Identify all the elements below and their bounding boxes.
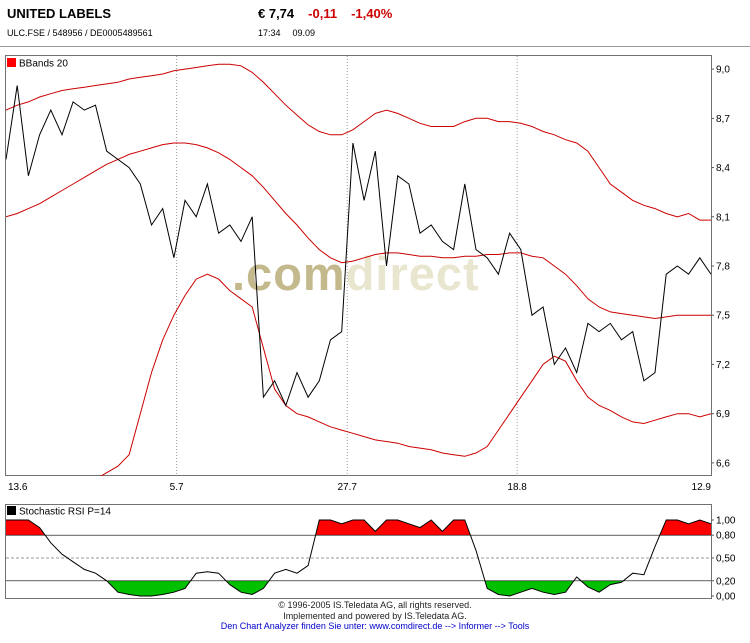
x-axis-label: 18.8 <box>507 482 527 493</box>
series-bb_upper <box>6 63 711 221</box>
x-axis-label: 12.9 <box>692 482 712 493</box>
stoch-y-label: 0,50 <box>716 554 736 565</box>
footer-copyright: © 1996-2005 IS.Teledata AG, all rights r… <box>278 600 472 610</box>
y-axis-label: 8,1 <box>716 212 730 223</box>
quote-row: € 7,74 -0,11 -1,40% <box>258 6 392 21</box>
header: UNITED LABELS ULC.FSE / 548956 / DE00054… <box>0 0 750 46</box>
series-price <box>6 85 711 407</box>
quote-date: 09.09 <box>292 28 316 38</box>
price-value: € 7,74 <box>258 6 295 21</box>
x-axis-label: 13.6 <box>8 482 28 493</box>
quote-time-row: 17:34 09.09 <box>258 28 315 38</box>
stoch-line <box>6 519 712 597</box>
price-change: -0,11 <box>308 6 338 21</box>
price-change-pct: -1,40% <box>351 6 393 21</box>
y-axis-label: 7,2 <box>716 360 730 371</box>
comdirect-watermark: .comdirect <box>232 247 480 300</box>
footer-powered-by: Implemented and powered by IS.Teledata A… <box>283 610 467 621</box>
bbands-legend-label: BBands 20 <box>19 59 68 70</box>
y-axis-label: 7,5 <box>716 311 730 322</box>
footer: © 1996-2005 IS.Teledata AG, all rights r… <box>0 600 750 632</box>
overbought-fill <box>6 520 711 536</box>
y-axis-label: 6,9 <box>716 409 730 420</box>
bbands-legend-swatch <box>7 58 16 67</box>
footer-analyzer-link[interactable]: Den Chart Analyzer finden Sie unter: www… <box>220 621 530 631</box>
y-axis-label: 7,8 <box>716 262 730 273</box>
stoch-legend-label: Stochastic RSI P=14 <box>19 507 111 518</box>
y-axis-label: 9,0 <box>716 65 730 76</box>
instrument-title: UNITED LABELS <box>7 6 111 21</box>
stoch-legend-swatch <box>7 506 16 515</box>
header-divider <box>0 46 750 47</box>
stoch-y-label: 0,20 <box>716 576 736 587</box>
quote-time: 17:34 <box>258 28 281 38</box>
stoch-y-label: 0,80 <box>716 531 736 542</box>
series-bb_middle <box>6 142 711 320</box>
y-axis-label: 6,6 <box>716 458 730 469</box>
x-axis-label: 27.7 <box>337 482 357 493</box>
y-axis-label: 8,4 <box>716 163 730 174</box>
instrument-ids: ULC.FSE / 548956 / DE0005489561 <box>7 28 153 38</box>
stoch-y-label: 1,00 <box>716 516 736 527</box>
series-bb_lower <box>100 273 711 476</box>
stoch-y-label: 0,00 <box>716 592 736 603</box>
y-axis-label: 8,7 <box>716 114 730 125</box>
x-axis-label: 5.7 <box>170 482 184 493</box>
